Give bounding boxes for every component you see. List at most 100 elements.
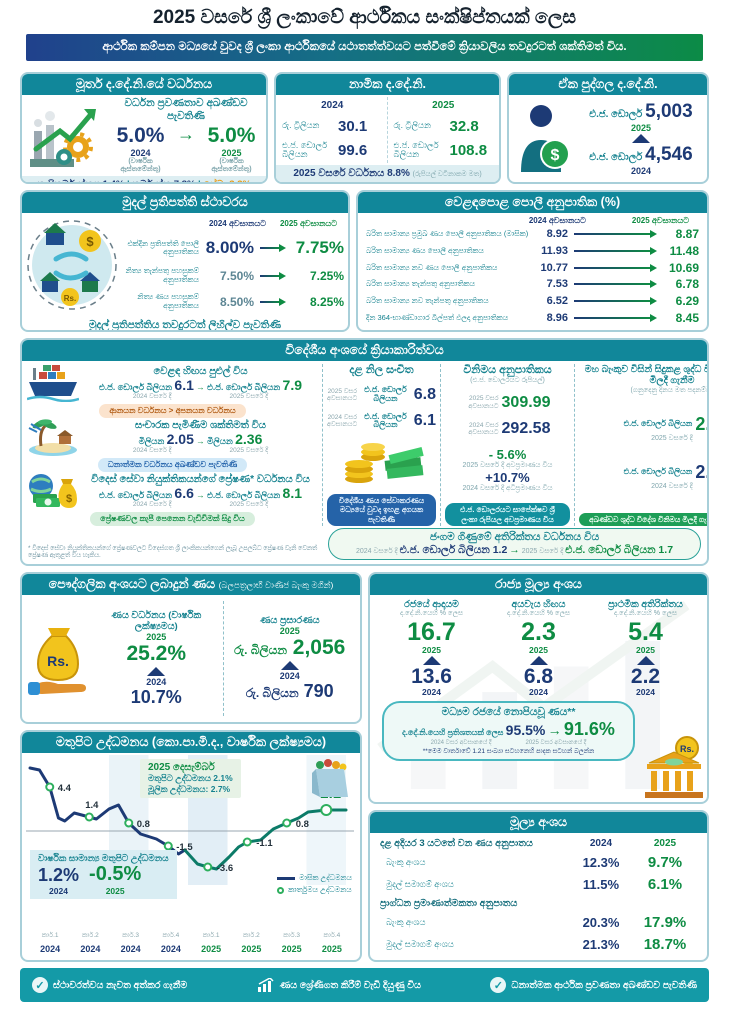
gdp-2025-year: 2025 (221, 148, 242, 159)
revenue-2025: 16.7 (407, 618, 456, 646)
npl-banking-row: බැංකු අංශය 12.3% 9.7% (386, 853, 683, 871)
car-banking-row: බැංකු අංශය 20.3% 17.9% (386, 914, 687, 932)
current-account-title: ජංගම ගිණුමේ අතිරික්තය වර්ධනය විය (429, 531, 600, 543)
rate-arrow-icon (260, 271, 286, 280)
rate-row-awdr: බරිත සාමාන්‍ය තැන්පතු අනුපාතිකය 7.53 6.7… (366, 277, 699, 292)
npl-section-header: දළ අදියර 3 යටතේ වන ණය අනුපාතය 2024 2025 (380, 837, 677, 849)
factory-growth-icon (30, 108, 96, 167)
cb-purchases-pill: අඛණ්ඩව ශුද්ධ විදේශ විනිමය මිලදී ගැනීම් ස… (579, 512, 707, 526)
tourism-beach-icon (28, 419, 77, 456)
up-triangle-icon (636, 656, 655, 665)
svg-text:$: $ (551, 147, 560, 164)
reserves-title: දළ නිල සංචිත (349, 364, 414, 376)
panel-financial-sector: මූල්‍ය අංශය දළ අදියර 3 යටතේ වන ණය අනුපාත… (368, 810, 709, 962)
rate-arrow-icon (574, 246, 657, 255)
svg-text:$: $ (86, 234, 94, 249)
deficit-2025: 2.3 (521, 618, 556, 646)
avg-inflation-box: වාර්ෂික සාමාන්‍ය මතුපිට උද්ධමනය 1.2% 202… (30, 849, 177, 900)
nominal-2025-year: 2025 (432, 100, 455, 112)
inflation-callout: 2025 දෙසැම්බර් මතුපිට උද්ධමනය 2.1% මූලික… (140, 759, 241, 798)
remittances-footnote: * විදෙස් සේවා නියුක්තිකයන්ගේ ප්‍රේෂණවලට … (28, 544, 318, 560)
debt-footnote: **මෙම වාර්තාවේ 1.21 සංඛ්‍යා සටහනෙහි පාදක… (422, 748, 595, 755)
up-triangle-icon (280, 661, 299, 670)
gdp-2024-value: 5.0% (116, 124, 165, 148)
remittances-title: විදෙස් සේවා නියුක්තිකයන්ගේ ප්‍රේෂණ* වර්ධ… (91, 473, 310, 485)
inflation-x-axis: කාර්.1 2024 කාර්.2 2024 කාර්.3 2024 කාර්.4 2… (40, 932, 342, 955)
panel-financial-header: මූල්‍ය අංශය (370, 812, 707, 833)
gdp-2024-group: 5.0% 2024 (වාර්ෂික ඇස්තමේන්තු) (110, 124, 171, 174)
cb-purchases-column: මහ බැංකුව විසින් සිදුකළ ශුද්ධ විදේශ විනි… (575, 364, 707, 526)
rating-chart-icon (257, 978, 274, 992)
primary-2025: 5.4 (628, 618, 663, 646)
svg-text:-1.5: -1.5 (176, 842, 193, 853)
rate-arrow-icon (260, 297, 286, 306)
cb-2025-value: 2.0 (695, 414, 707, 435)
rate-arrow-icon (574, 230, 657, 239)
deficit-2024: 6.8 (523, 665, 554, 688)
footer-item-ratings: ණය ශ්‍රේණිගත කිරීම් වැඩි දියුණු විය (257, 978, 421, 992)
panel-inflation-header: මතුපිට උද්ධමනය (කො.පා.මි.ද., වාර්ෂික ලක්… (22, 732, 360, 753)
fiscal-budget-deficit: අයවැය හිඟය ද.දේ.නි.යෙහි % ලෙස 2.3 2025 6… (485, 599, 592, 697)
reserves-pill: විදේශීය ණය සේවාකරණය මධ්‍යයේ වුවද ඉහළ අගය… (327, 493, 436, 526)
panel-monetary-policy-header: මුදල් ප්‍රතිපත්ති ස්ථාවරය (22, 192, 348, 213)
reserves-column: දළ නිල සංචිත 2025 වසර අවසානයට එ.ජ. ඩොලර්… (323, 364, 441, 526)
current-account-2025: එ.ජ. ඩොලර් බිලියන 1.7 (565, 544, 674, 556)
per-capita-2024-year: 2024 (630, 166, 652, 176)
car-section-header: ප්‍රාග්ධන ප්‍රමාණාත්මකතා අනුපාතය (380, 898, 518, 910)
dot-swatch (277, 886, 285, 894)
tourism-2025-value: 2.36 (235, 430, 263, 447)
sector-industry: කර්මාන්ත 7.8% (132, 179, 195, 182)
panel-external-sector: විදේශීය අංශයේ ක්‍රියාකාරිත්වය (20, 338, 709, 566)
exchange-pill: එ.ජ. ඩොලරයට සාපේක්ෂව ශ්‍රී ලංකා රුපියල අ… (445, 503, 570, 526)
trade-title: වෙළඳ හිඟය පුළුල් විය (153, 365, 248, 377)
nominal-usd-2024: 99.6 (338, 141, 368, 159)
panel-fiscal: රාජ්‍ය මූල්‍ය අංශය රජයේ ආදායම (368, 572, 709, 804)
grocery-bag-icon (312, 759, 348, 797)
footer-item-stability: ✓ ස්ථාවරත්වය නැවත අත්කර ගැනීම (32, 977, 187, 993)
current-account-2024: එ.ජ. ඩොලර් බිලියන 1.2 (399, 544, 508, 556)
cargo-ship-icon (27, 365, 79, 402)
up-triangle-icon (422, 656, 441, 665)
nominal-growth-strip: 2025 වසරේ වර්ධනය 8.8% (රුපියල් වටිනාකම ම… (276, 165, 499, 182)
tourism-block: සංචාරක පැමිණීම ශක්තිමත් විය මිලියන 2.05 … (27, 418, 318, 456)
panel-inflation: මතුපිට උද්ධමනය (කො.පා.මි.ද., වාර්ෂික ලක්… (20, 730, 362, 962)
remittances-block: $ විදෙස් සේවා නියුක්තිකයන්ගේ ප්‍රේෂණ* වර… (27, 472, 318, 510)
rate-arrow-icon (574, 296, 657, 305)
up-triangle-icon (632, 134, 650, 143)
bank-rs-icon: Rs. (645, 736, 703, 798)
gdp-2025-value: 5.0% (207, 124, 256, 148)
mp-col-2025: 2025 අවසානයට (279, 219, 338, 229)
government-debt-pill: මධ්‍යම රජයේ නොපියවූ ණය** ද.දේ.නි.යෙහි ප්… (382, 701, 635, 761)
revenue-2024: 13.6 (411, 665, 452, 688)
car-finance-row: මුදල් සමාගම් අංශය 21.3% 18.7% (386, 936, 687, 954)
svg-text:-3.6: -3.6 (217, 863, 233, 874)
tourism-2024-value: 2.05 (166, 430, 194, 447)
gdp-2025-group: 5.0% 2025 (වාර්ෂික ඇස්තමේන්තු) (201, 124, 262, 174)
gdp-sector-strip: කෘෂිකර්මාන්තය 1.4% | කර්මාන්ත 7.8% | සේව… (22, 176, 266, 182)
panel-external-header: විදේශීය අංශයේ ක්‍රියාකාරිත්වය (22, 340, 707, 361)
fiscal-revenue: රජයේ ආදායම ද.දේ.නි.යෙහි % ලෙස 16.7 2025 … (378, 599, 485, 697)
appreciation-2024: +10.7% (485, 469, 530, 485)
mp-footer-text: මුදල් ප්‍රතිපත්තිය තවදුරටත් ලිහිල්ව පැවත… (88, 319, 282, 331)
person-dollar-icon: $ (521, 104, 570, 172)
credit-growth-2025: 25.2% (126, 641, 187, 665)
per-capita-2025: එ.ජ. ඩොලර් 5,003 (589, 101, 693, 122)
exchange-2025-value: 309.99 (501, 393, 551, 411)
per-capita-2024: එ.ජ. ඩොලර් 4,546 (589, 144, 693, 165)
panel-nominal-gdp: නාමික ද.දේ.නි. 2024 රු. ට්‍රිලියන 30.1 එ… (274, 72, 501, 184)
trade-block: වෙළඳ හිඟය පුළුල් විය එ.ජ. ඩොලර් බිලියන 6… (27, 364, 318, 402)
depreciation-2025: - 5.6% (488, 446, 527, 462)
rate-row-awnlr: බරිත සාමාන්‍ය නව ණය පොලී අනුපාතිකය 10.77… (366, 260, 699, 275)
line-swatch (277, 876, 296, 880)
row-gdp: මූර්ත ද.දේ.නි.යේ වර්ධනය වර්ධන (20, 72, 709, 184)
rate-row-awpr: බරිත සාමාන්‍ය ප්‍රමුඛ ණය පොලී අනුපාතිකය … (366, 227, 699, 242)
debt-title: මධ්‍යම රජයේ නොපියවූ ණය** (441, 706, 576, 718)
mp-col-2024: 2024 අවසානයට (208, 219, 267, 229)
svg-text:4.4: 4.4 (58, 783, 72, 794)
footer-item-trends: ✓ ධනාත්මක ආර්ථික ප්‍රවණතා අඛණ්ඩව පැවතිණි (490, 977, 697, 993)
debt-2025: 91.6% (563, 719, 615, 739)
tourism-pill: ධනාත්මක වර්ධනය අඛණ්ඩව පැවතිණි (97, 458, 248, 472)
subtitle-banner: ආර්ථික කම්පන මධ්‍යයේ වුවද ශ්‍රී ලංකා ආර්… (26, 34, 703, 61)
trade-2024-value: 6.1 (174, 376, 194, 393)
